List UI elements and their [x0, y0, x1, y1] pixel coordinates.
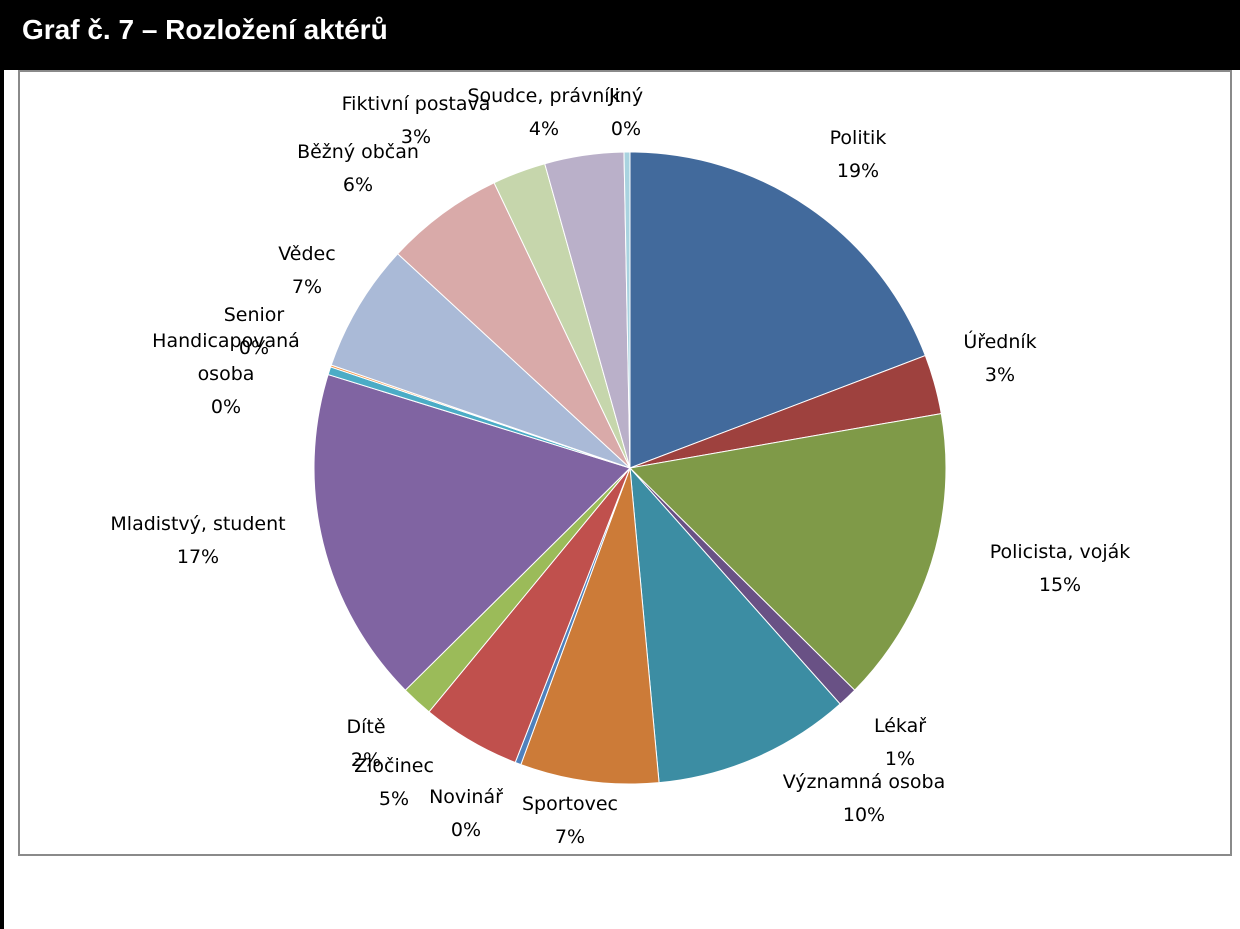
pie-label-fiktivni-postava: Fiktivní postava 3% [342, 93, 491, 148]
pie-chart: Politik 19% Úředník 3% Policista, voják 15% Lé… [110, 85, 1130, 848]
pie-labels: Politik 19% Úředník 3% Policista, voják 15% Lé… [110, 85, 1130, 848]
pie-slice-vyznamna-osoba [629, 466, 841, 784]
pie-label-handicapovana-osoba: Handicapovaná osoba 0% [152, 330, 300, 418]
chart-frame: Politik 19% Úředník 3% Policista, voják 15% Lé… [18, 70, 1232, 856]
pie-slice-sportovec [520, 467, 660, 785]
pie-label-urednik: Úředník 3% [963, 329, 1036, 386]
chart-title: Graf č. 7 – Rozložení aktérů [22, 14, 388, 45]
pie-label-politik: Politik 19% [830, 127, 887, 182]
pie-slice-bezny-obcan [396, 182, 631, 469]
left-border-rule [0, 70, 4, 929]
pie-label-novinar: Novinář 0% [429, 786, 503, 841]
pie-label-soudce-pravnik: Soudce, právník 4% [467, 85, 620, 140]
title-bar: Graf č. 7 – Rozložení aktérů [0, 0, 1240, 70]
pie-label-dite: Dítě 2% [346, 716, 385, 771]
pie-label-vedec: Vědec 7% [278, 243, 335, 298]
pie-slice-mladistvy-student [313, 373, 631, 691]
pie-label-jiny: Jiný 0% [608, 85, 643, 140]
pie-slices [313, 151, 947, 785]
pie-label-mladistvy-student: Mladistvý, student 17% [110, 513, 285, 568]
pie-label-senior: Senior 0% [224, 304, 285, 359]
pie-slice-politik [629, 151, 926, 469]
pie-slice-vedec [330, 253, 631, 469]
pie-slice-jiny [623, 151, 631, 469]
pie-label-bezny-obcan: Běžný občan 6% [297, 141, 419, 196]
pie-label-zlocinec: Zločinec 5% [354, 755, 434, 810]
pie-label-lekar: Lékař 1% [874, 715, 926, 770]
pie-label-policista-vojak: Policista, voják 15% [990, 541, 1131, 596]
pie-slice-policista-vojak [628, 412, 947, 691]
pie-label-sportovec: Sportovec 7% [522, 793, 618, 848]
pie-label-vyznamna-osoba: Významná osoba 10% [783, 771, 945, 826]
